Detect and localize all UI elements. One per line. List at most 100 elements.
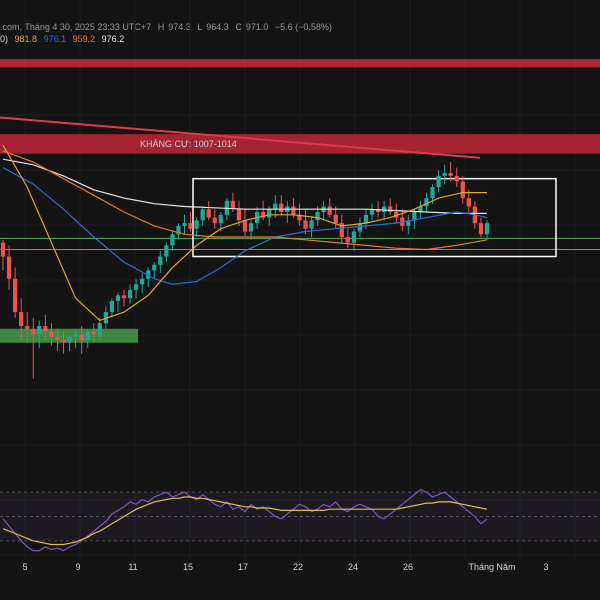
candle: [37, 320, 42, 349]
candle: [6, 245, 12, 290]
candle: [394, 203, 399, 224]
candle-body: [261, 212, 266, 218]
candle: [188, 212, 193, 232]
candle: [303, 209, 308, 235]
candle-body: [140, 278, 145, 285]
ma-value-4: 976.2: [101, 34, 125, 44]
candle-body: [436, 175, 441, 187]
candle-body: [388, 206, 393, 213]
ohlc-close-key: C: [235, 22, 242, 32]
candle-body: [73, 334, 78, 338]
candle-body: [6, 256, 12, 279]
candle: [448, 161, 453, 182]
candle-body: [13, 278, 18, 313]
candle-body: [297, 214, 302, 221]
candle-body: [454, 175, 459, 182]
candle-body: [79, 334, 84, 340]
candle-body: [55, 337, 60, 340]
candle-body: [345, 237, 350, 243]
candle-body: [121, 295, 127, 299]
candle: [297, 203, 302, 226]
candle-body: [375, 209, 381, 213]
candle-body: [61, 339, 66, 343]
candle: [261, 200, 266, 221]
candle-body: [146, 270, 151, 279]
candle-body: [97, 323, 102, 335]
candle-body: [394, 212, 399, 218]
x-axis-label: 11: [128, 562, 137, 572]
candle: [406, 214, 411, 235]
candle-body: [357, 223, 363, 232]
candle-body: [327, 206, 332, 215]
candle: [424, 192, 429, 213]
candle: [309, 217, 314, 238]
candle-body: [176, 225, 181, 235]
rsi-ma-line: [2, 496, 488, 546]
candle: [357, 217, 363, 238]
ohlc-close: 971.0: [245, 22, 269, 32]
candle: [484, 220, 490, 240]
candle-body: [206, 209, 211, 218]
candle: [236, 200, 242, 226]
resistance-label: KHÁNG CỰ: 1007-1014: [140, 139, 237, 149]
candle-body: [85, 331, 90, 340]
moving-average-4: [2, 144, 487, 322]
ma-value-1: 981.8: [14, 34, 38, 44]
candle-body: [412, 212, 417, 221]
candle: [79, 326, 84, 354]
candle-body: [164, 245, 169, 257]
candle-body: [466, 198, 471, 207]
candle: [103, 306, 108, 329]
candle-body: [382, 206, 387, 213]
candle-body: [279, 203, 284, 213]
x-axis-label: 24: [348, 562, 358, 572]
candle: [460, 175, 465, 204]
candle: [43, 314, 48, 340]
candle: [466, 189, 471, 213]
ohlc-high-key: H: [157, 22, 165, 32]
candle-body: [182, 223, 187, 226]
candle-body: [133, 284, 139, 290]
candle-body: [369, 209, 375, 215]
candle-body: [242, 220, 248, 232]
chart-info-line: .com, Tháng 4 30, 2025 23:33 UTC+7 H 974.…: [0, 22, 336, 32]
candle: [146, 267, 151, 288]
moving-average-3: [2, 150, 488, 251]
candle: [133, 278, 139, 299]
candle-body: [230, 200, 236, 210]
candle: [418, 200, 423, 218]
candle-body: [484, 223, 490, 235]
x-axis-label: 22: [293, 562, 303, 572]
candle-body: [0, 242, 6, 257]
top-resistance-zone: [0, 59, 600, 68]
candle: [91, 323, 96, 343]
candle-body: [267, 209, 272, 218]
moving-average-1: [2, 158, 487, 214]
x-axis-label: 3: [543, 562, 548, 572]
x-axis-label: 15: [183, 562, 193, 572]
candle: [436, 170, 441, 193]
ohlc-low-key: L: [197, 22, 203, 32]
candle: [321, 200, 326, 221]
candle-body: [406, 220, 411, 226]
candle-body: [430, 187, 435, 199]
candle-body: [424, 198, 429, 207]
candle: [333, 206, 338, 229]
candle: [212, 209, 217, 229]
candle-body: [363, 214, 369, 224]
candle: [273, 195, 278, 218]
chart-source-date: .com, Tháng 4 30, 2025 23:33 UTC+7: [0, 22, 152, 32]
ohlc-change: −5.6 (−0.58%): [274, 22, 332, 32]
candle: [115, 292, 121, 313]
candle: [369, 203, 375, 221]
candle-body: [315, 212, 320, 221]
x-axis-label: 26: [403, 562, 413, 572]
x-axis-label: Tháng Năm: [468, 562, 515, 572]
candle: [25, 312, 30, 343]
candle-body: [194, 220, 199, 229]
candle-body: [25, 326, 30, 329]
candle-body: [291, 206, 296, 215]
moving-average-2: [2, 166, 488, 285]
candle-body: [478, 223, 484, 235]
